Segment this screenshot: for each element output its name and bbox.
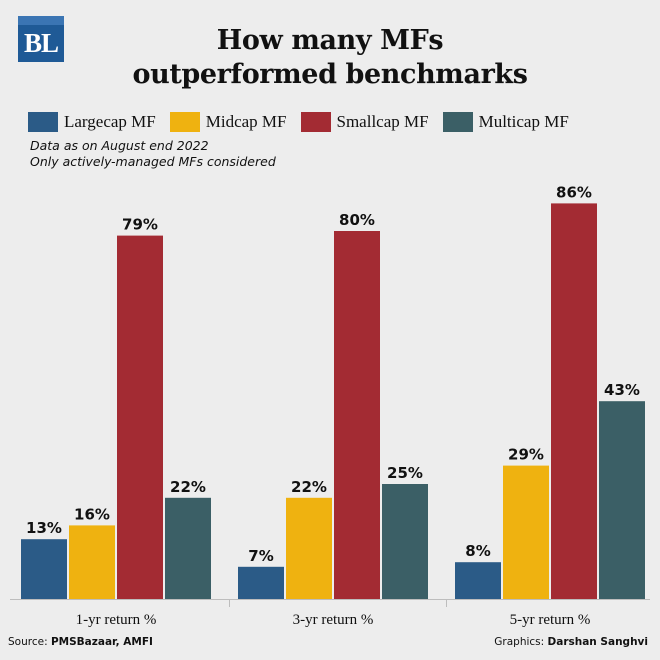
source-label: Source: [8,636,51,648]
legend-swatch-multicap [442,112,473,132]
legend-item-largecap: Largecap MF [28,112,156,132]
legend-label-multicap: Multicap MF [478,112,569,131]
bar [286,497,332,599]
legend-item-midcap: Midcap MF [169,112,287,132]
data-label: 80% [339,211,375,229]
legend-item-multicap: Multicap MF [442,112,569,132]
graphics-credit: Graphics: Darshan Sanghvi [494,636,648,648]
source-credit: Source: PMSBazaar, AMFI [8,636,153,648]
data-label: 22% [170,478,206,496]
bar [117,235,163,599]
category-label: 1-yr return % [76,612,157,628]
data-label: 16% [74,505,110,523]
data-label: 25% [387,464,423,482]
bar [165,497,211,599]
chart-title: How many MFs outperformed benchmarks [0,24,660,92]
legend-label-largecap: Largecap MF [64,112,156,131]
legend-label-smallcap: Smallcap MF [336,112,429,131]
data-label: 7% [248,547,273,565]
credit-label: Graphics: [494,636,548,648]
bar [69,525,115,599]
category-label: 5-yr return % [510,612,591,628]
bar [503,465,549,599]
title-line-2: outperformed benchmarks [132,59,528,90]
note-date: Data as on August end 2022 [30,138,209,153]
note-scope: Only actively-managed MFs considered [30,154,276,169]
data-label: 86% [556,183,592,201]
legend-swatch-midcap [169,112,200,132]
bar [238,566,284,599]
category-label: 3-yr return % [293,612,374,628]
data-label: 29% [508,446,544,464]
data-label: 8% [465,542,490,560]
data-label: 13% [26,519,62,537]
data-label: 79% [122,216,158,234]
chart-notes: Data as on August end 2022 Only actively… [30,138,276,170]
logo-text: BL [23,28,59,58]
legend-swatch-smallcap [300,112,331,132]
bar [334,231,380,599]
legend-swatch-largecap [28,112,58,132]
legend-label-midcap: Midcap MF [205,112,287,131]
bar [599,401,645,599]
bar [551,203,597,599]
legend-item-smallcap: Smallcap MF [300,112,429,132]
source-value: PMSBazaar, AMFI [50,636,153,648]
bar [21,539,67,599]
logo-band [18,16,64,25]
credit-value: Darshan Sanghvi [547,636,648,648]
data-label: 43% [604,381,640,399]
title-line-1: How many MFs [216,25,444,56]
bar [382,484,428,599]
data-label: 22% [291,478,327,496]
bar [455,562,501,599]
legend: Largecap MF Midcap MF Smallcap MF Multic… [28,112,583,132]
bl-logo: BL [18,16,64,62]
